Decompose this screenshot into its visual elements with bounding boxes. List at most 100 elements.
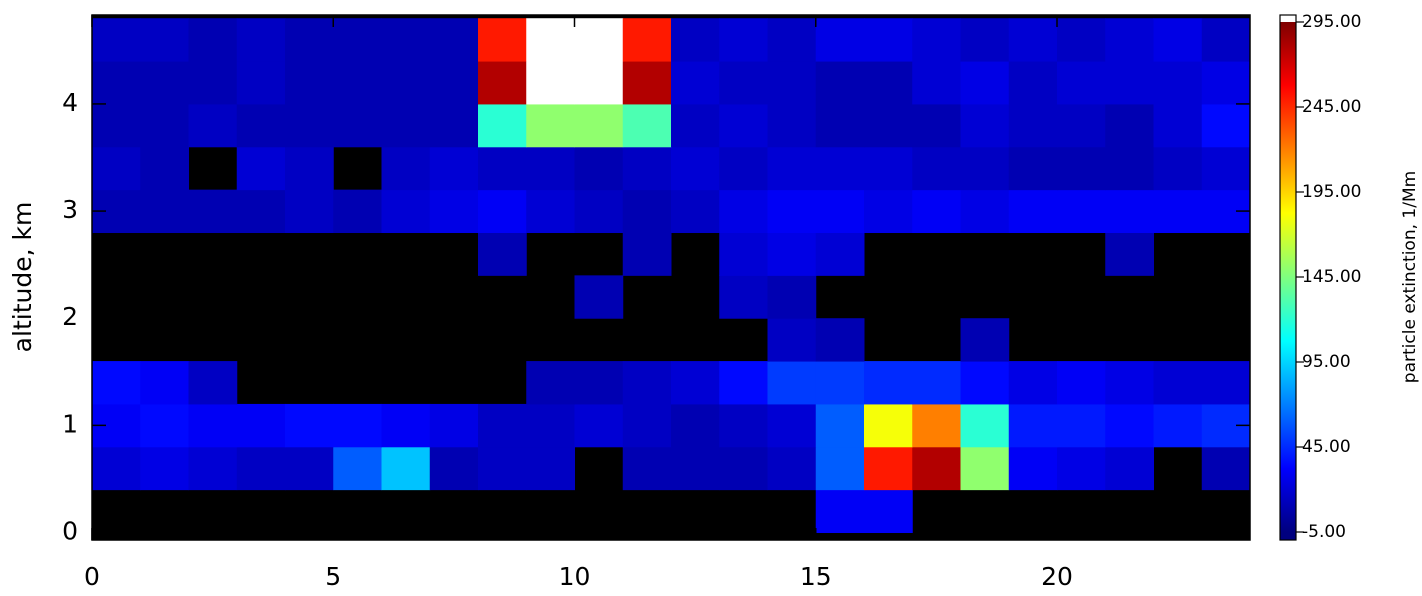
heat-cell xyxy=(912,146,961,191)
heat-cell xyxy=(333,103,382,148)
heat-cell xyxy=(574,18,624,62)
heat-cell xyxy=(140,61,189,105)
colorbar-tick-label: 95.00 xyxy=(1302,352,1351,372)
heat-cell xyxy=(1105,232,1154,276)
heat-cell xyxy=(960,18,1010,62)
heat-cell xyxy=(622,232,672,276)
heat-cell xyxy=(1201,18,1251,62)
heat-cell xyxy=(285,103,334,148)
heat-cell xyxy=(188,103,238,148)
heat-cell xyxy=(381,103,431,148)
colorbar-label: particle extinction, 1/Mm xyxy=(1400,171,1420,383)
colorbar-tick-label: 45.00 xyxy=(1302,437,1351,457)
heat-cell xyxy=(1008,103,1058,148)
heat-cell xyxy=(1153,103,1203,148)
heat-cell xyxy=(719,189,768,233)
heat-cell xyxy=(236,61,286,105)
heat-cell xyxy=(1105,61,1154,105)
heat-cell xyxy=(912,103,961,148)
heat-cell xyxy=(719,403,768,448)
heat-cell xyxy=(574,403,624,448)
heat-cell xyxy=(574,103,624,148)
heat-cell xyxy=(381,61,431,105)
heat-cell xyxy=(1057,103,1106,148)
heat-cell xyxy=(719,232,768,276)
heat-cell xyxy=(92,446,141,491)
heat-cell xyxy=(236,103,286,148)
heat-cell xyxy=(1105,18,1154,62)
heat-cell xyxy=(429,189,479,233)
heat-cell xyxy=(864,61,913,105)
heat-cell xyxy=(622,146,672,191)
heat-cell xyxy=(767,403,817,448)
heat-cell xyxy=(381,18,431,62)
heat-cell xyxy=(767,232,817,276)
colorbar-tick-label: -5.00 xyxy=(1302,522,1346,542)
heat-cell xyxy=(1008,403,1058,448)
heat-cell xyxy=(236,18,286,62)
heat-cell xyxy=(1201,361,1251,405)
y-axis-label: altitude, km xyxy=(8,202,37,353)
x-tick-label: 20 xyxy=(1041,562,1073,591)
heat-cell xyxy=(719,61,768,105)
heat-cell xyxy=(815,146,865,191)
heat-cell xyxy=(236,146,286,191)
heat-cell xyxy=(574,189,624,233)
heat-cell xyxy=(671,403,720,448)
heat-cell xyxy=(960,318,1010,362)
heat-cell xyxy=(1008,446,1058,491)
heat-cell xyxy=(671,18,720,62)
heat-cell xyxy=(429,146,479,191)
heat-cell xyxy=(188,189,238,233)
heat-cell xyxy=(864,103,913,148)
heat-cell xyxy=(1008,361,1058,405)
y-tick-label: 4 xyxy=(62,88,78,117)
heat-cell xyxy=(188,361,238,405)
heat-cell xyxy=(236,189,286,233)
heat-cell xyxy=(574,61,624,105)
heat-cell xyxy=(1057,403,1106,448)
y-tick-label: 2 xyxy=(62,302,78,331)
heat-cell xyxy=(864,189,913,233)
heat-cell xyxy=(719,275,768,319)
heat-cell xyxy=(333,446,382,491)
heat-cell xyxy=(719,146,768,191)
heat-cell xyxy=(815,489,865,533)
heat-cell xyxy=(864,446,913,491)
heat-cell xyxy=(1008,18,1058,62)
heat-cell xyxy=(1008,189,1058,233)
heat-cell xyxy=(1105,403,1154,448)
heat-cell xyxy=(1153,403,1203,448)
colorbar-tick-label: 295.00 xyxy=(1302,12,1361,32)
heat-cell xyxy=(429,446,479,491)
heat-cell xyxy=(960,146,1010,191)
heat-cell xyxy=(381,446,431,491)
heat-cell xyxy=(140,446,189,491)
heat-cell xyxy=(1008,61,1058,105)
colorbar-tick-label: 195.00 xyxy=(1302,182,1361,202)
heat-cell xyxy=(381,403,431,448)
heat-cell xyxy=(478,403,527,448)
heat-cell xyxy=(429,18,479,62)
heat-cell xyxy=(767,318,817,362)
heat-cell xyxy=(140,103,189,148)
heat-cell xyxy=(767,275,817,319)
heat-cell xyxy=(478,18,527,62)
heat-cell xyxy=(960,361,1010,405)
heat-cell xyxy=(815,318,865,362)
heat-cell xyxy=(1057,361,1106,405)
heat-cell xyxy=(1105,146,1154,191)
heat-cell xyxy=(188,446,238,491)
heat-cell xyxy=(188,61,238,105)
plot-frame xyxy=(91,14,1251,541)
heat-cell xyxy=(1057,18,1106,62)
heat-cell xyxy=(1201,146,1251,191)
heat-cell xyxy=(622,189,672,233)
heat-cell xyxy=(719,18,768,62)
heat-cell xyxy=(526,446,575,491)
heat-cell xyxy=(1105,446,1154,491)
heat-cell xyxy=(92,361,141,405)
colorbar-tick-label: 145.00 xyxy=(1302,267,1361,287)
heat-cell xyxy=(912,446,961,491)
heat-cell xyxy=(526,61,575,105)
